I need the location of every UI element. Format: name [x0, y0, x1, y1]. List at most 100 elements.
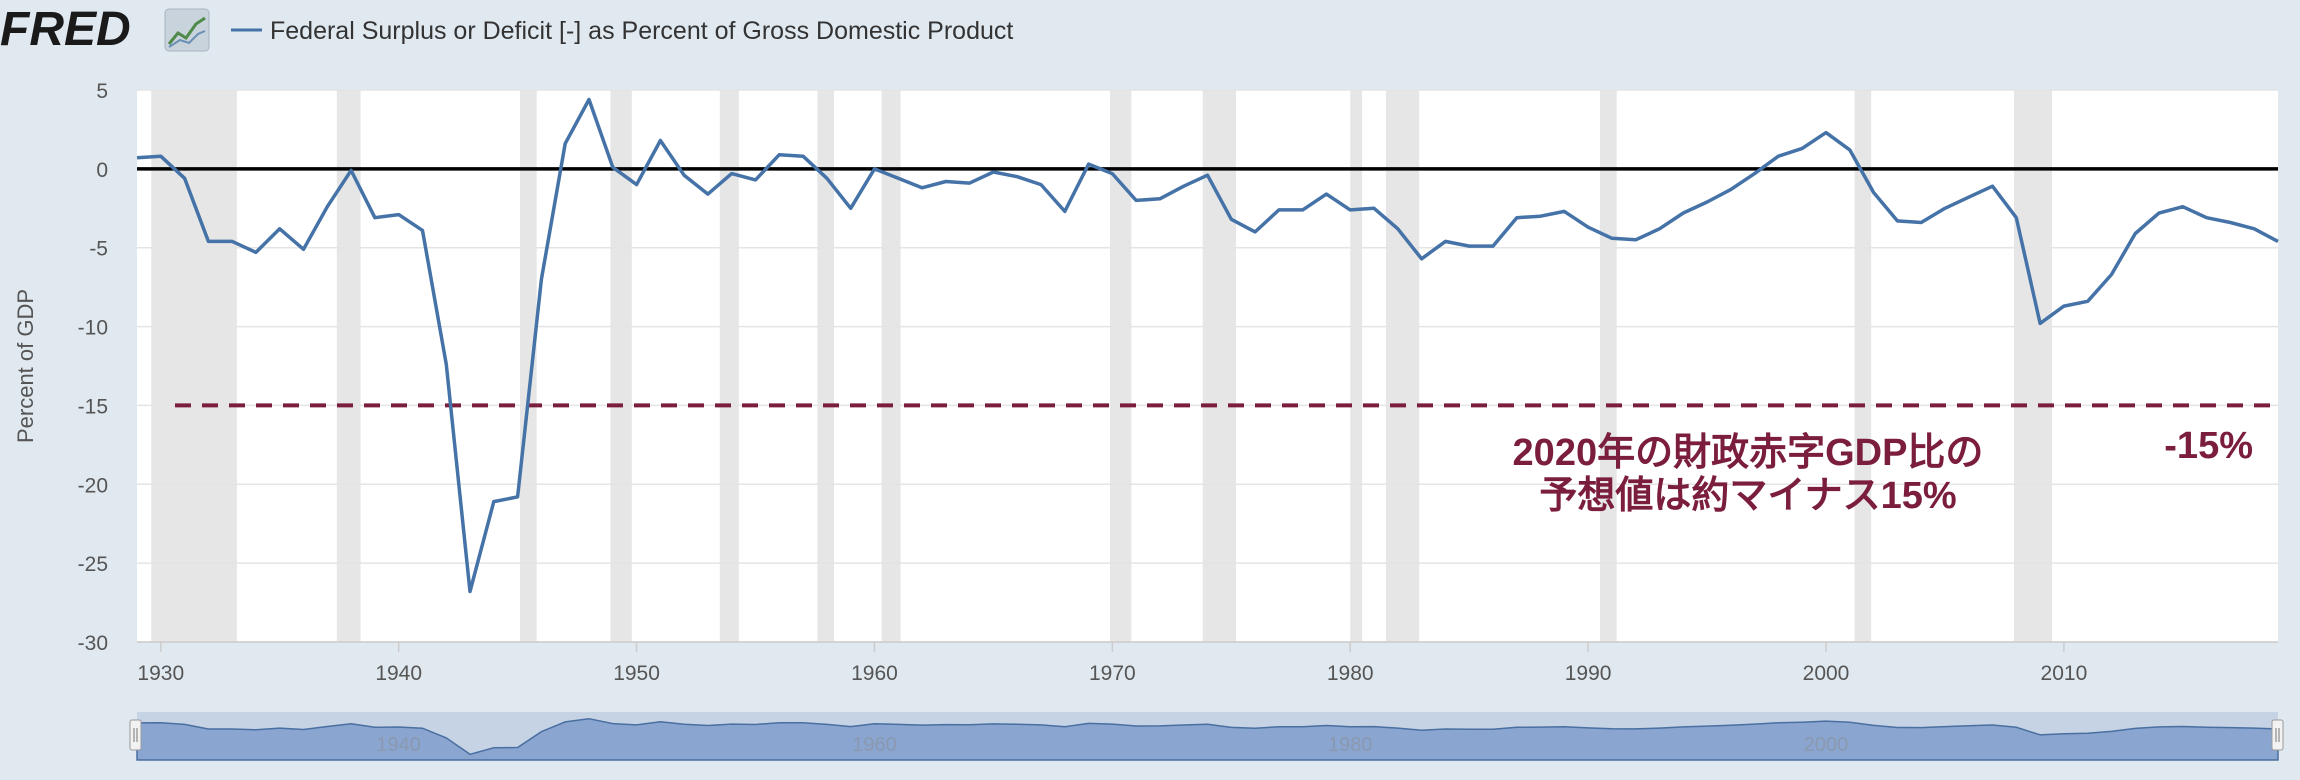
series-point [443, 361, 449, 367]
x-tick-label: 2000 [1803, 662, 1850, 685]
y-tick-label: 0 [96, 159, 108, 182]
series-point [538, 276, 544, 282]
recession-band [520, 90, 537, 642]
series-point [1014, 174, 1020, 180]
series-point [1847, 147, 1853, 153]
x-tick-label: 1930 [137, 662, 184, 685]
recession-bands [151, 90, 2053, 642]
series-title[interactable]: Federal Surplus or Deficit [-] as Percen… [270, 17, 1013, 45]
series-point [277, 226, 283, 232]
series-point [1252, 229, 1258, 235]
fred-logo[interactable]: FRED [0, 3, 210, 56]
x-tick-label: 1960 [851, 662, 898, 685]
series-point [1728, 186, 1734, 192]
series-point [2156, 210, 2162, 216]
series-point [610, 164, 616, 170]
series-point [1775, 153, 1781, 159]
navigator-tick-label: 2000 [1804, 734, 1849, 756]
series-point [2108, 272, 2114, 278]
series-point [824, 175, 830, 181]
x-tick-label: 2010 [2041, 662, 2088, 685]
series-point [1323, 191, 1329, 197]
x-tick-label: 1970 [1089, 662, 1136, 685]
y-axis-label: Percent of GDP [13, 289, 38, 443]
series-point [396, 212, 402, 218]
series-point [1347, 207, 1353, 213]
series-point [1799, 145, 1805, 151]
series-point [586, 96, 592, 102]
series-point [2013, 215, 2019, 221]
series-point [657, 137, 663, 143]
x-axis-ticks: 1930 1940 1950 1960 1970 1980 1990 2000 2010 [137, 641, 2278, 685]
series-point [1276, 207, 1282, 213]
series-point [2085, 298, 2091, 304]
series-point [1133, 197, 1139, 203]
series-point [800, 153, 806, 159]
recession-band [1202, 90, 1237, 642]
recession-band [1385, 90, 1420, 642]
navigator-tick-label: 1980 [1328, 734, 1373, 756]
series-point [348, 167, 354, 173]
series-point [1633, 237, 1639, 243]
series-point [1490, 243, 1496, 249]
recession-band [2013, 90, 2053, 642]
series-point [562, 141, 568, 147]
series-point [705, 191, 711, 197]
series-point [419, 227, 425, 233]
series-point [1752, 171, 1758, 177]
navigator-ticks: 1940 1960 1980 2000 [376, 734, 1848, 756]
x-tick-label: 1950 [613, 662, 660, 685]
recession-band [336, 90, 361, 642]
series-point [1918, 219, 1924, 225]
series-point [324, 204, 330, 210]
recession-band [151, 90, 237, 642]
series-point [729, 171, 735, 177]
chart-logo-icon [164, 8, 210, 52]
series-point [848, 205, 854, 211]
series-point [1704, 199, 1710, 205]
series-point [1419, 256, 1425, 262]
recession-band [719, 90, 739, 642]
series-point [1990, 183, 1996, 189]
series-point [967, 180, 973, 186]
navigator[interactable]: 1940 1960 1980 2000 [129, 712, 2284, 761]
series-point [515, 494, 521, 500]
recession-band [1350, 90, 1363, 642]
series-point [467, 589, 473, 595]
series-point [990, 169, 996, 175]
series-point [1062, 208, 1068, 214]
y-axis-ticks: 5 0 -5 -10 -15 -20 -25 -30 [78, 80, 108, 655]
y-tick-label: 5 [96, 80, 108, 103]
series-point [895, 175, 901, 181]
series-point [1181, 183, 1187, 189]
series-point [1966, 194, 1972, 200]
y-tick-label: -10 [78, 317, 108, 340]
annotation-line-1: 2020年の財政赤字GDP比の [1513, 432, 1984, 474]
series-point [1109, 171, 1115, 177]
series-point [1538, 213, 1544, 219]
series-line[interactable] [136, 97, 2279, 594]
series-point [1514, 215, 1520, 221]
series-point [229, 238, 235, 244]
reference-line-label: -15% [2164, 425, 2253, 467]
recession-band [1109, 90, 1132, 642]
series-point [158, 153, 164, 159]
series-point [1680, 210, 1686, 216]
x-tick-label: 1990 [1565, 662, 1612, 685]
series-point [753, 177, 759, 183]
recession-band [1854, 90, 1872, 642]
series-point [943, 178, 949, 184]
navigator-tick-label: 1960 [852, 734, 897, 756]
x-tick-label: 1980 [1327, 662, 1374, 685]
series-point [2204, 215, 2210, 221]
navigator-right-handle[interactable] [2271, 719, 2284, 751]
series-point [1300, 207, 1306, 213]
series-point [1205, 172, 1211, 178]
series-point [1585, 224, 1591, 230]
series-point [1038, 182, 1044, 188]
navigator-left-handle[interactable] [129, 719, 142, 751]
series-point [134, 155, 140, 161]
x-tick-label: 1940 [375, 662, 422, 685]
series-point [871, 166, 877, 172]
